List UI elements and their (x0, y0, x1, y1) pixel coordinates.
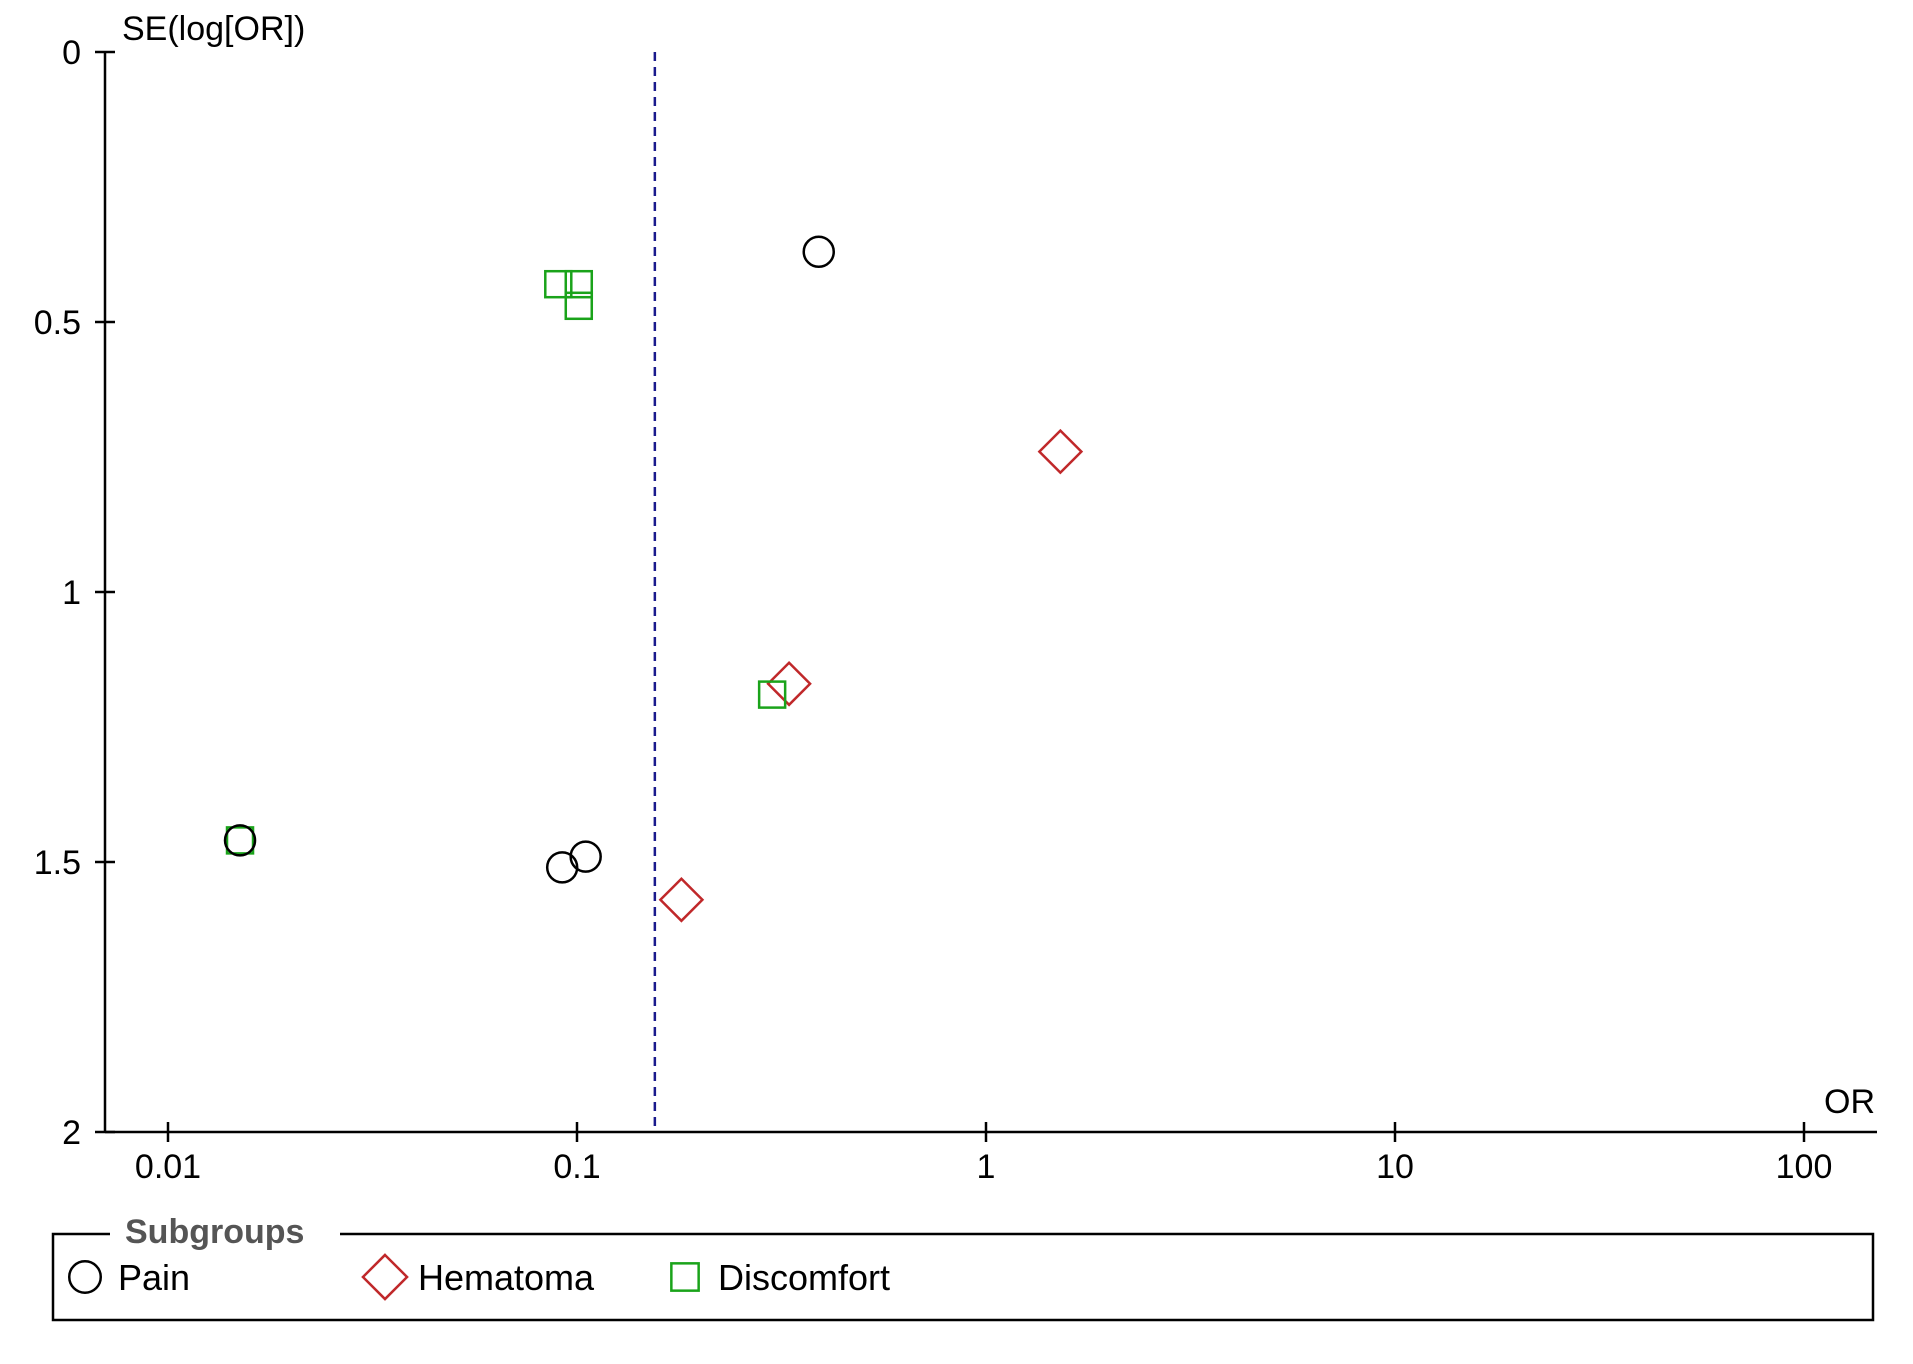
hematoma-legend-icon (361, 1253, 409, 1301)
x-tick-label: 1 (977, 1148, 996, 1186)
discomfort-point (564, 269, 594, 299)
legend-frame (51, 1232, 1875, 1322)
discomfort-point (564, 291, 594, 321)
x-axis-title: OR (1824, 1083, 1875, 1121)
x-tick-label: 10 (1376, 1148, 1414, 1186)
legend-label-pain: Pain (118, 1257, 190, 1298)
discomfort-legend-icon (670, 1262, 700, 1292)
y-tick-label: 1 (62, 574, 81, 612)
y-tick-label: 0 (62, 34, 81, 72)
y-tick-label: 0.5 (34, 304, 81, 342)
data-markers (223, 235, 1084, 923)
discomfort-point (544, 269, 573, 299)
x-tick-label: 0.1 (553, 1148, 600, 1186)
discomfort-point (757, 680, 787, 709)
legend-items: Pain Hematoma Discomfort (68, 1253, 890, 1301)
y-ticks: 0 0.5 1 1.5 2 (34, 34, 115, 1152)
pain-point (223, 824, 257, 857)
pain-point (569, 840, 602, 873)
hematoma-point (1037, 428, 1084, 475)
y-tick-label: 1.5 (34, 844, 81, 882)
pain-legend-icon (68, 1260, 102, 1294)
pain-point (545, 851, 579, 884)
plot-area: 0 0.5 1 1.5 2 0.01 0.1 1 10 100 SE(log[OR]) OR (34, 10, 1877, 1186)
legend-label-discomfort: Discomfort (718, 1257, 890, 1298)
legend-label-hematoma: Hematoma (418, 1257, 595, 1298)
y-tick-label: 2 (62, 1114, 81, 1152)
legend: Subgroups Pain Hematoma Discomfort (51, 1213, 1875, 1322)
hematoma-point (766, 661, 812, 707)
legend-title: Subgroups (125, 1213, 304, 1251)
hematoma-point (658, 877, 705, 923)
x-tick-label: 100 (1776, 1148, 1833, 1186)
x-ticks: 0.01 0.1 1 10 100 (135, 1122, 1832, 1186)
x-tick-label: 0.01 (135, 1148, 201, 1186)
y-axis-title: SE(log[OR]) (122, 10, 305, 48)
pain-point (802, 235, 835, 269)
discomfort-point (225, 826, 255, 855)
